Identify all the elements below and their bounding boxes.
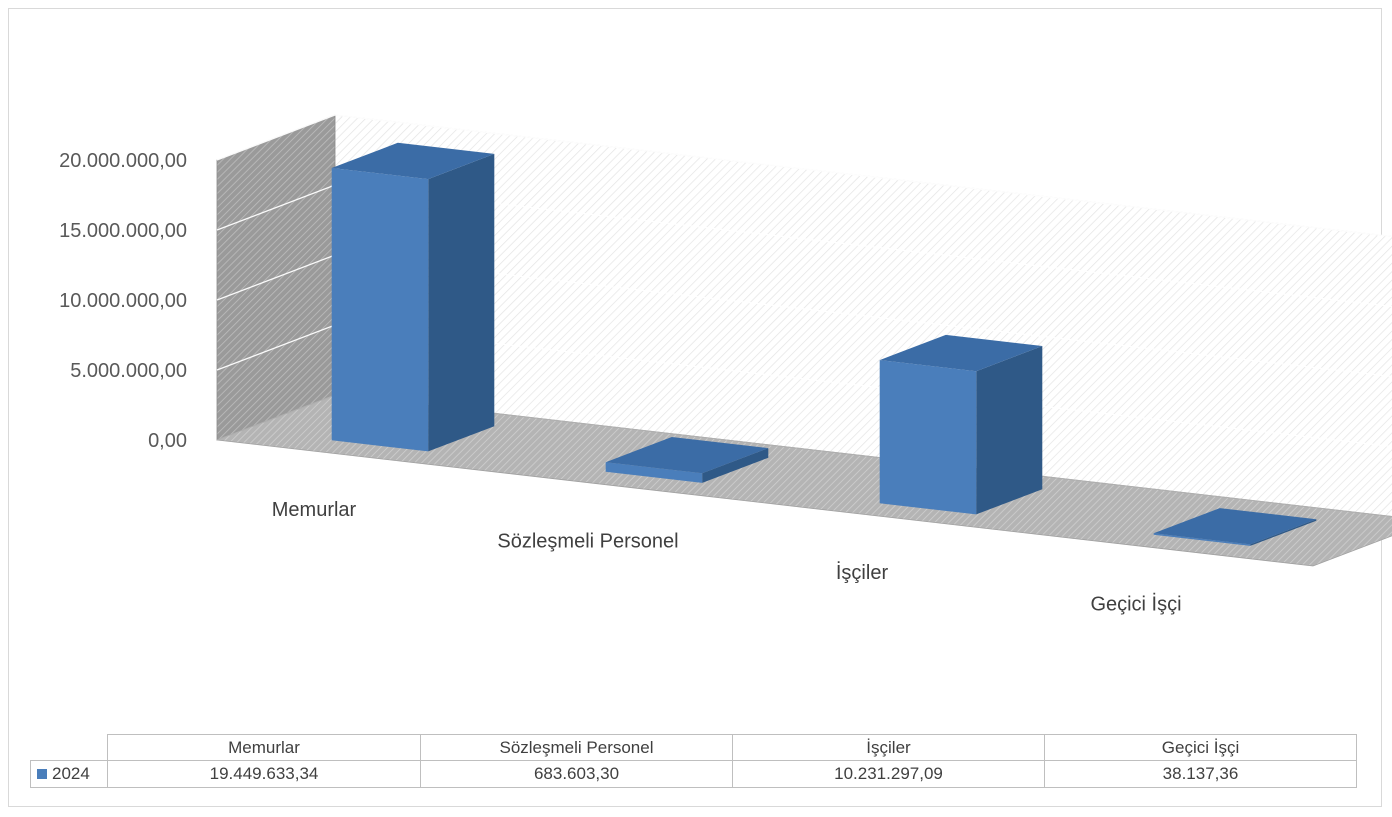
bar-front-face [605,462,703,483]
data-table-value-cell: 19.449.633,34 [107,760,421,788]
data-table-header-row: Memurlar Sözleşmeli Personel İşçiler Geç… [30,734,1357,761]
y-tick-label: 0,00 [148,430,187,452]
bar-2 [879,334,1043,515]
data-table-corner [30,734,108,761]
y-tick-label: 5.000.000,00 [70,360,187,382]
y-tick-label: 20.000.000,00 [59,150,187,172]
legend-swatch-icon [37,768,47,779]
bar-side-face [976,346,1043,515]
bar-top-face [605,437,769,474]
y-tick-label: 10.000.000,00 [59,290,187,312]
x-category-label: Geçici İşçi [1090,592,1181,615]
x-category-label: Sözleşmeli Personel [497,530,678,552]
data-table-value-cell: 38.137,36 [1044,760,1357,788]
bar-side-face [428,153,495,452]
x-axis-category-labels: Memurlar Sözleşmeli Personel İşçiler Geçici… [272,499,1182,616]
bar-1 [605,437,769,483]
legend-entry-2024: 2024 [30,760,108,788]
y-axis-tick-labels: 0,00 5.000.000,00 10.000.000,00 15.000.000,… [59,150,187,452]
bar-front-face [879,360,977,515]
bar-front-face [331,168,429,452]
y-tick-label: 15.000.000,00 [59,220,187,242]
bar-0 [331,142,495,452]
x-category-label: Memurlar [272,499,357,521]
bar-3 [1153,508,1317,546]
data-table-header-cell: Sözleşmeli Personel [420,734,733,761]
bar-side-face [702,448,769,483]
bar-top-face [331,142,495,180]
bar-front-face [1153,533,1251,546]
x-category-label: İşçiler [836,561,889,584]
legend-label: 2024 [52,764,90,783]
gridline [216,114,1392,238]
chart-data-table: Memurlar Sözleşmeli Personel İşçiler Geç… [30,734,1357,788]
data-table-header-cell: Geçici İşçi [1044,734,1357,761]
bars-series-2024 [331,142,1317,546]
bar-top-face [879,334,1043,372]
data-table-value-cell: 10.231.297,09 [732,760,1045,788]
bar-side-face [1250,519,1317,546]
data-table-header-cell: İşçiler [732,734,1045,761]
data-table-value-cell: 683.603,30 [420,760,733,788]
data-table-row-2024: 2024 19.449.633,34 683.603,30 10.231.297… [30,760,1357,788]
bar-top-face [1153,508,1317,545]
data-table-header-cell: Memurlar [107,734,421,761]
